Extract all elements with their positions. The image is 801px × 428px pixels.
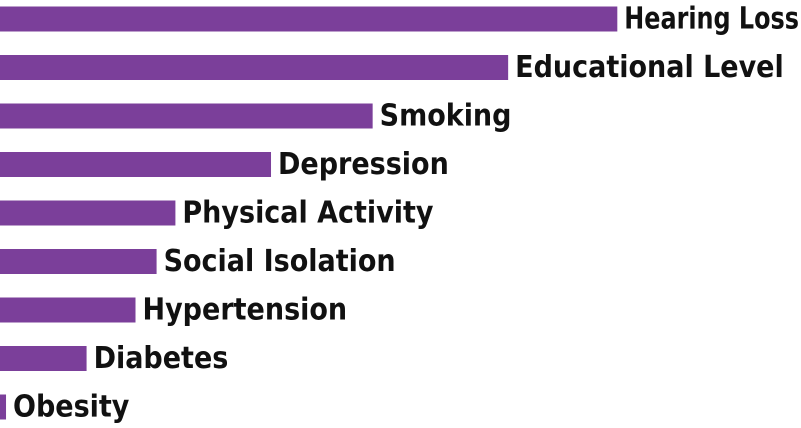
bar-label-smoking: Smoking [380, 99, 512, 134]
bar-educational-level [0, 55, 509, 80]
bar-label-social-isolation: Social Isolation [164, 244, 396, 279]
bar-label-depression: Depression [278, 147, 449, 182]
bar-label-diabetes: Diabetes [94, 341, 229, 376]
bar-label-obesity: Obesity [13, 390, 130, 425]
bar-depression [0, 152, 272, 177]
bar-label-physical-activity: Physical Activity [182, 196, 434, 231]
bar-diabetes [0, 346, 87, 371]
bar-hearing-loss [0, 6, 618, 32]
bar-social-isolation [0, 249, 157, 274]
bar-label-hypertension: Hypertension [143, 293, 348, 328]
bar-label-hearing-loss: Hearing Loss [624, 2, 799, 37]
bar-label-educational-level: Educational Level [515, 50, 784, 85]
bar-hypertension [0, 297, 136, 323]
bar-physical-activity [0, 200, 176, 226]
bar-smoking [0, 103, 373, 129]
bar-obesity [0, 394, 7, 420]
